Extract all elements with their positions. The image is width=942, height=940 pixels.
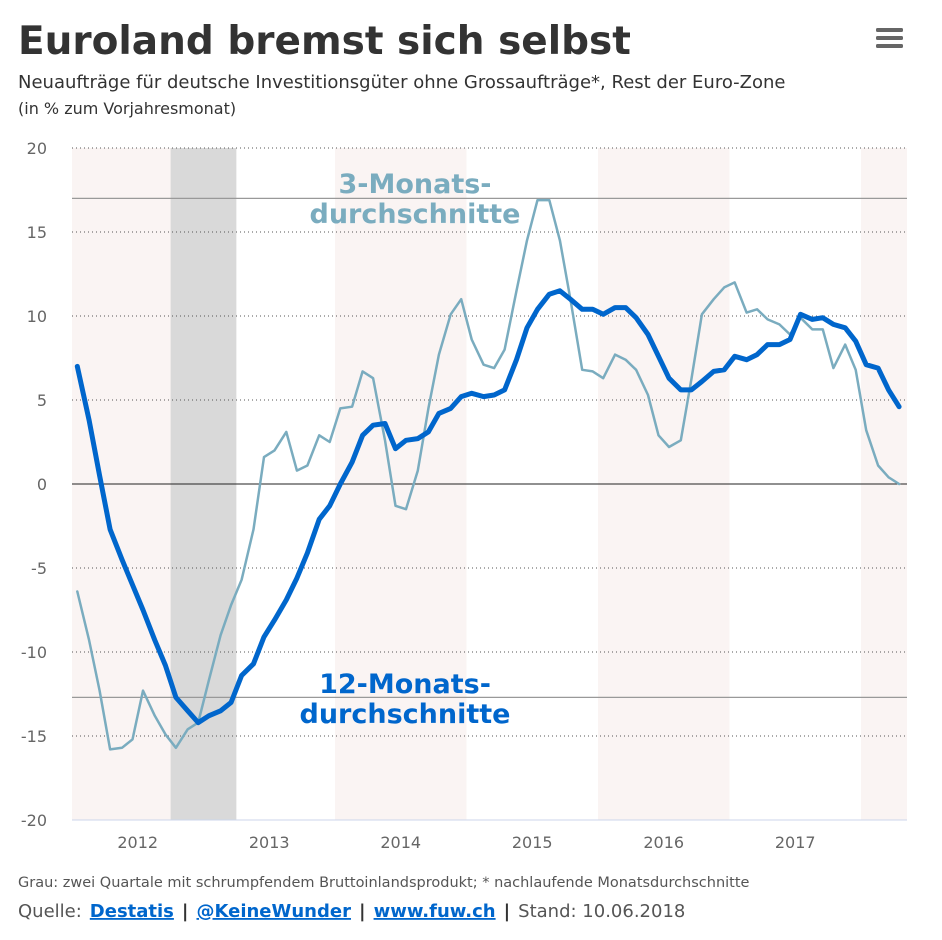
x-tick-label: 2014 bbox=[380, 833, 421, 852]
separator: | bbox=[504, 901, 511, 922]
y-tick-label: 5 bbox=[37, 391, 47, 410]
x-tick-label: 2016 bbox=[643, 833, 684, 852]
y-tick-label: -5 bbox=[31, 559, 47, 578]
x-tick-label: 2013 bbox=[249, 833, 290, 852]
separator: | bbox=[182, 901, 189, 922]
separator: | bbox=[359, 901, 366, 922]
unit-label: (in % zum Vorjahresmonat) bbox=[18, 99, 236, 118]
x-tick-label: 2015 bbox=[512, 833, 553, 852]
series-annotation: durchschnitte bbox=[310, 199, 521, 230]
menu-button[interactable] bbox=[874, 26, 904, 50]
x-tick-label: 2017 bbox=[775, 833, 816, 852]
source-line: Quelle: Destatis | @KeineWunder | www.fuw.ch |… bbox=[18, 901, 685, 922]
source-link[interactable]: www.fuw.ch bbox=[374, 901, 496, 922]
source-link[interactable]: @KeineWunder bbox=[196, 901, 351, 922]
series-annotation: 3-Monats- bbox=[338, 169, 491, 200]
source-link[interactable]: Destatis bbox=[90, 901, 174, 922]
source-label: Quelle: bbox=[18, 901, 82, 922]
y-tick-label: 0 bbox=[37, 475, 47, 494]
x-tick-label: 2012 bbox=[117, 833, 158, 852]
series-line bbox=[76, 198, 901, 751]
chart-title: Euroland bremst sich selbst bbox=[18, 19, 631, 64]
series-annotation: 12-Monats- bbox=[319, 669, 491, 700]
y-tick-label: 20 bbox=[27, 139, 47, 158]
series-annotation: durchschnitte bbox=[300, 699, 511, 730]
y-tick-label: -15 bbox=[21, 727, 47, 746]
footnote: Grau: zwei Quartale mit schrumpfendem Br… bbox=[18, 875, 750, 891]
y-tick-label: -20 bbox=[21, 811, 47, 830]
chart-subtitle: Neuaufträge für deutsche Investitionsgüt… bbox=[18, 72, 786, 93]
y-tick-label: -10 bbox=[21, 643, 47, 662]
stand: Stand: 10.06.2018 bbox=[518, 901, 685, 922]
y-tick-label: 15 bbox=[27, 223, 47, 242]
y-tick-label: 10 bbox=[27, 307, 47, 326]
series-line bbox=[74, 288, 902, 726]
